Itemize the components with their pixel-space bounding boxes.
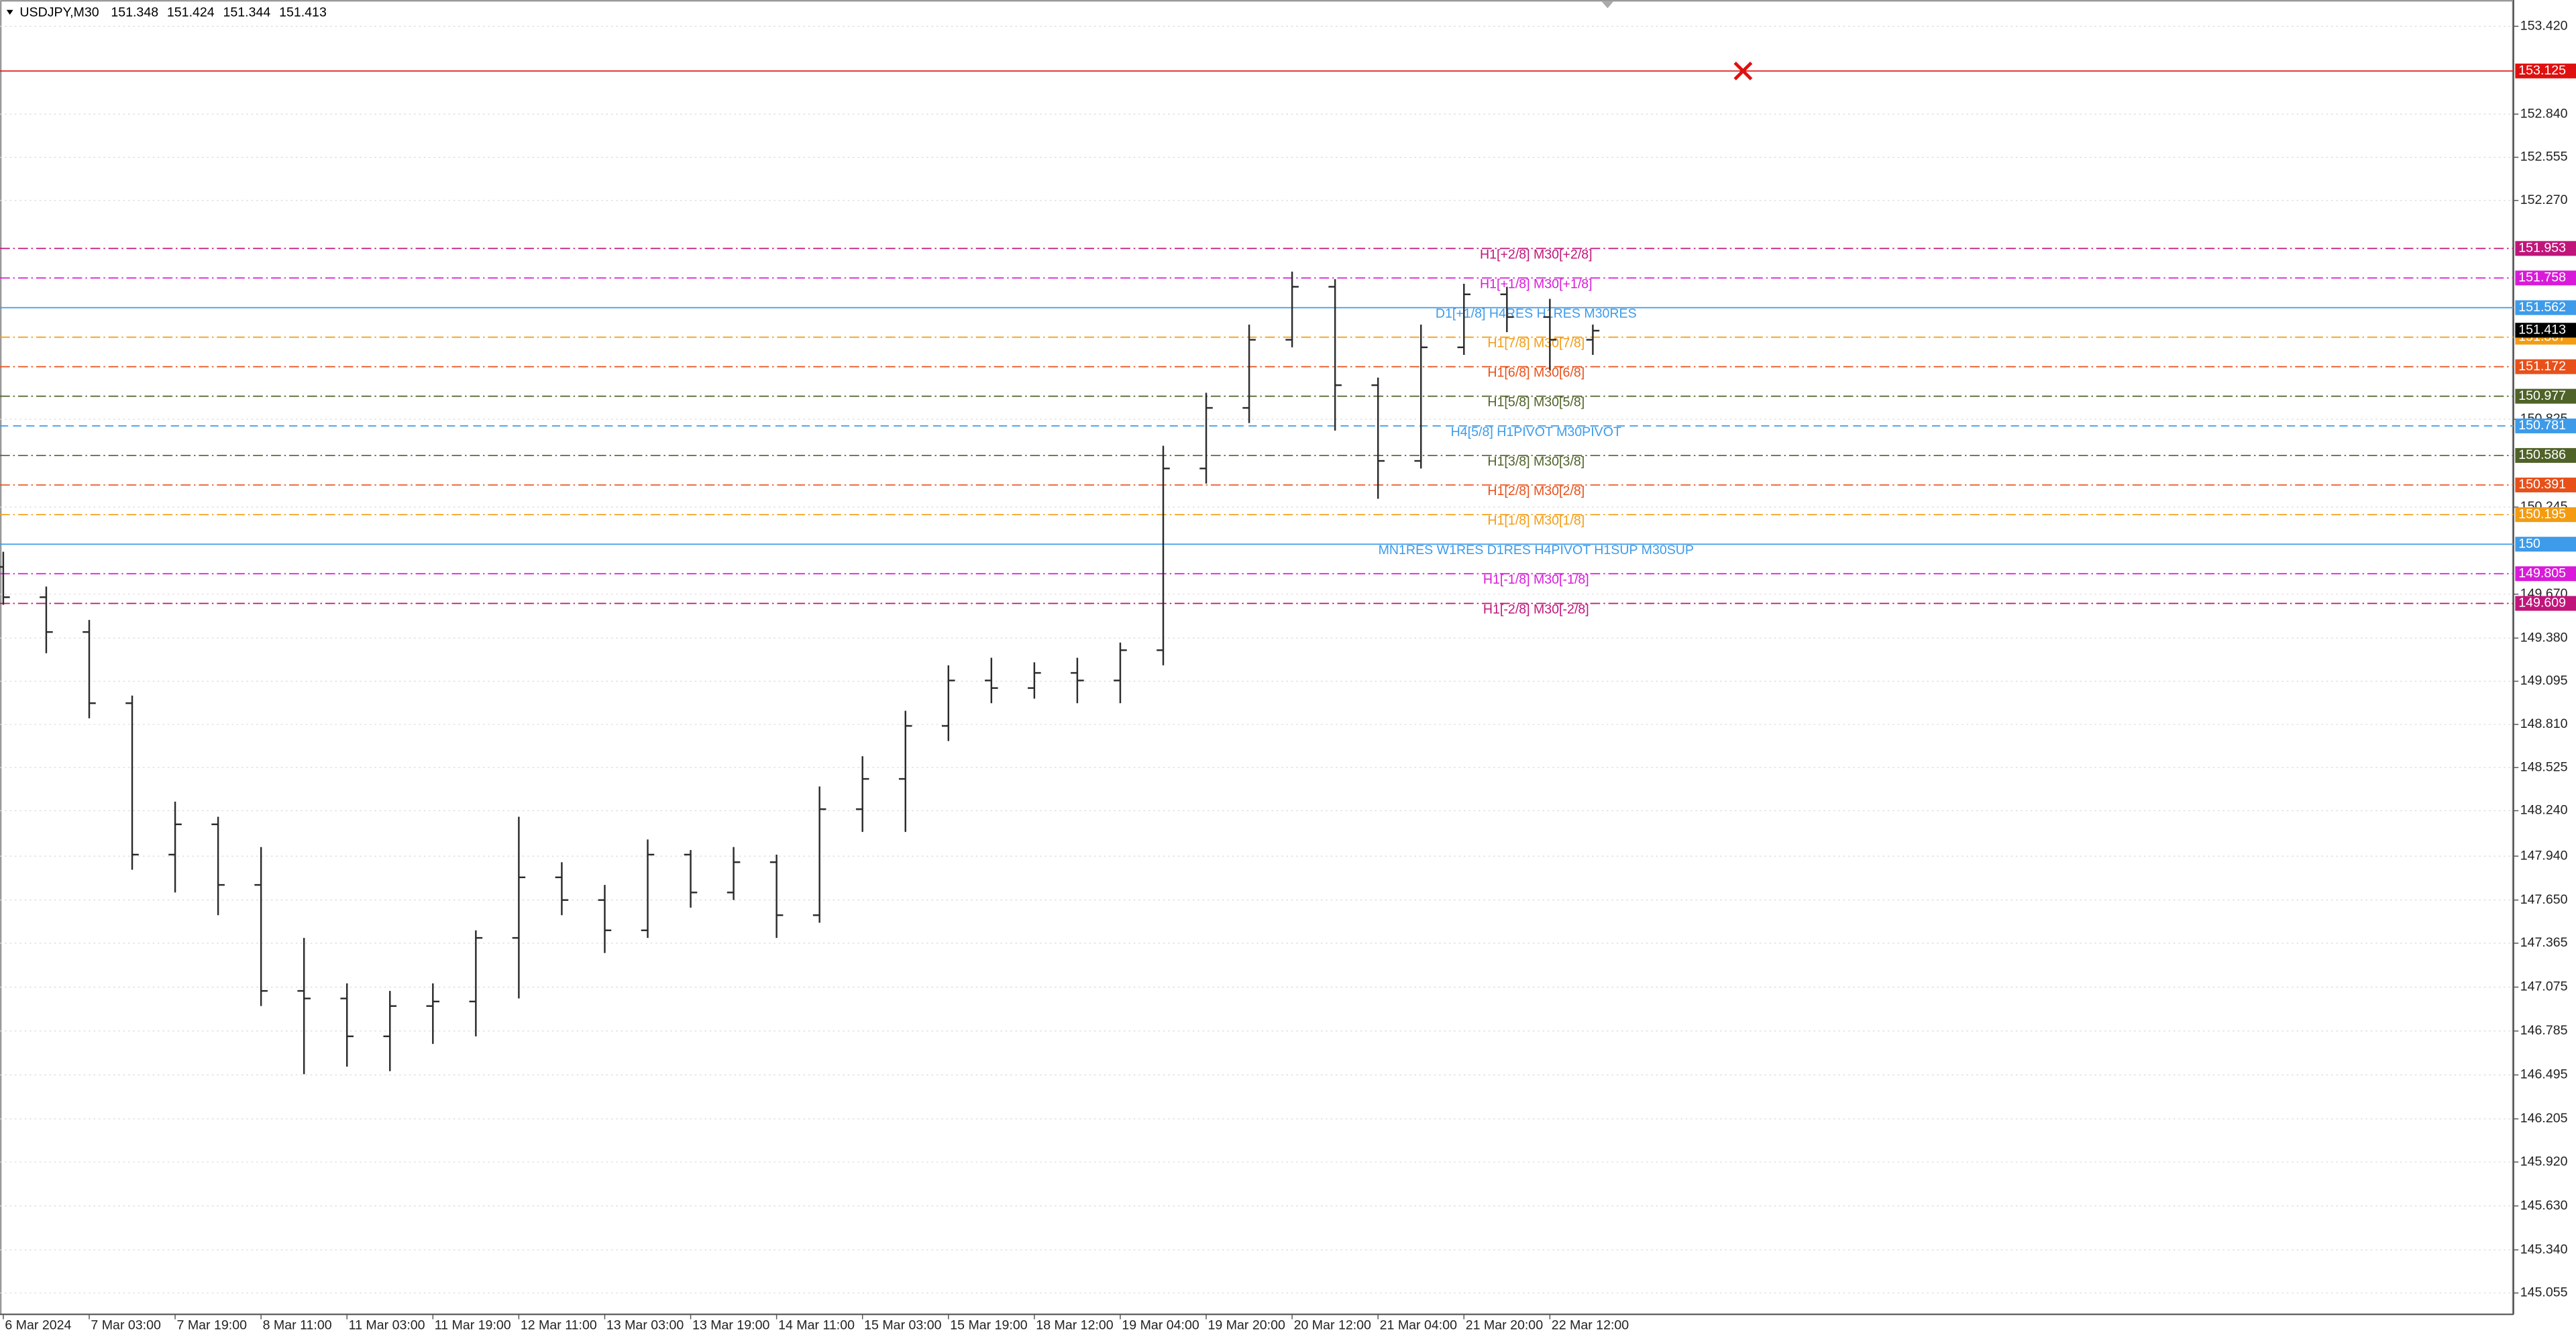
chart-header: USDJPY,M30 151.348 151.424 151.344 151.4… <box>19 5 327 20</box>
current-price-label: 151.413 <box>2518 322 2566 337</box>
y-tick-label: 149.095 <box>2520 674 2568 688</box>
menu-icon[interactable] <box>6 9 13 15</box>
header-open: 151.348 <box>111 5 158 20</box>
header-low: 151.344 <box>223 5 270 20</box>
level-badge-label: 150.195 <box>2518 506 2566 521</box>
x-tick-label: 20 Mar 12:00 <box>1294 1318 1371 1333</box>
y-tick-label: 148.525 <box>2520 759 2568 774</box>
level-badge <box>2515 596 2576 611</box>
level-badge-label: 149.609 <box>2518 596 2566 610</box>
level-label: H1[1/8] M30[1/8] <box>1487 513 1585 528</box>
x-tick-label: 7 Mar 19:00 <box>177 1318 248 1333</box>
y-tick-label: 145.630 <box>2520 1198 2568 1213</box>
level-badge-label: 151.172 <box>2518 359 2566 374</box>
level-label: H1[6/8] M30[6/8] <box>1487 366 1585 380</box>
level-badge-label: 149.805 <box>2518 566 2566 580</box>
level-label: H1[3/8] M30[3/8] <box>1487 454 1585 469</box>
level-label: H1[-1/8] M30[-1/8] <box>1483 572 1589 587</box>
level-badge-label: 151.562 <box>2518 300 2566 315</box>
level-badge <box>2515 300 2576 315</box>
level-badge-label: 151.953 <box>2518 241 2566 256</box>
level-badge <box>2515 447 2576 463</box>
y-tick-label: 146.205 <box>2520 1111 2568 1126</box>
y-tick-label: 152.555 <box>2520 150 2568 164</box>
level-badge <box>2515 566 2576 582</box>
x-tick-label: 11 Mar 19:00 <box>435 1318 511 1333</box>
y-tick-label: 148.240 <box>2520 803 2568 818</box>
symbol: USDJPY,M30 <box>19 5 99 20</box>
y-tick-label: 146.785 <box>2520 1023 2568 1038</box>
shift-marker <box>1601 1 1613 9</box>
level-badge-label: 150.977 <box>2518 388 2566 403</box>
y-tick-label: 145.055 <box>2520 1285 2568 1300</box>
header-high: 151.424 <box>167 5 215 20</box>
x-tick-label: 15 Mar 19:00 <box>950 1318 1027 1333</box>
level-label: H1[5/8] M30[5/8] <box>1487 395 1585 410</box>
level-label: H1[7/8] M30[7/8] <box>1487 336 1585 351</box>
y-tick-label: 149.380 <box>2520 630 2568 645</box>
x-tick-label: 15 Mar 03:00 <box>864 1318 941 1333</box>
header-close: 151.413 <box>279 5 327 20</box>
y-tick-label: 147.075 <box>2520 979 2568 994</box>
x-tick-label: 18 Mar 12:00 <box>1036 1318 1113 1333</box>
level-label: H1[+1/8] M30[+1/8] <box>1480 276 1593 291</box>
level-badge <box>2515 507 2576 523</box>
alert-marker <box>1733 61 1753 81</box>
level-badge-label: 151.758 <box>2518 270 2566 285</box>
y-tick-label: 153.420 <box>2520 18 2568 33</box>
y-tick-label: 147.365 <box>2520 935 2568 950</box>
x-tick-label: 12 Mar 11:00 <box>521 1318 597 1333</box>
level-badge <box>2515 241 2576 256</box>
level-badge-label: 150 <box>2518 536 2540 551</box>
level-badge <box>2515 270 2576 286</box>
level-badge <box>2515 388 2576 404</box>
x-tick-label: 8 Mar 11:00 <box>263 1318 332 1333</box>
y-tick-label: 148.810 <box>2520 716 2568 731</box>
level-badge <box>2515 537 2576 552</box>
x-tick-label: 22 Mar 12:00 <box>1552 1318 1629 1333</box>
level-badge-label: 153.125 <box>2518 63 2566 78</box>
y-tick-label: 152.270 <box>2520 193 2568 207</box>
level-label: H1[+2/8] M30[+2/8] <box>1480 247 1593 262</box>
x-tick-label: 14 Mar 11:00 <box>778 1318 855 1333</box>
y-tick-label: 147.940 <box>2520 848 2568 863</box>
x-tick-label: 19 Mar 20:00 <box>1208 1318 1285 1333</box>
level-label: MN1RES W1RES D1RES H4PIVOT H1SUP M30SUP <box>1379 543 1694 557</box>
x-tick-label: 11 Mar 03:00 <box>349 1318 425 1333</box>
x-tick-label: 6 Mar 2024 <box>5 1318 71 1333</box>
level-label: H1[2/8] M30[2/8] <box>1487 484 1585 498</box>
x-tick-label: 7 Mar 03:00 <box>91 1318 161 1333</box>
level-badge-label: 150.781 <box>2518 418 2566 433</box>
y-tick-label: 145.340 <box>2520 1242 2568 1256</box>
level-badge <box>2515 477 2576 492</box>
level-badge-label: 150.391 <box>2518 477 2566 492</box>
level-badge <box>2515 359 2576 374</box>
level-badge-label: 150.586 <box>2518 447 2566 462</box>
x-tick-label: 13 Mar 19:00 <box>692 1318 769 1333</box>
x-tick-label: 21 Mar 20:00 <box>1466 1318 1543 1333</box>
level-label: H4[5/8] H1PIVOT M30PIVOT <box>1451 425 1621 439</box>
current-price-badge <box>2515 323 2576 338</box>
level-label: H1[-2/8] M30[-2/8] <box>1483 602 1589 617</box>
x-tick-label: 21 Mar 04:00 <box>1380 1318 1457 1333</box>
level-badge <box>2515 63 2576 78</box>
x-tick-label: 19 Mar 04:00 <box>1122 1318 1199 1333</box>
x-tick-label: 13 Mar 03:00 <box>606 1318 684 1333</box>
y-tick-label: 152.840 <box>2520 106 2568 121</box>
level-label: D1[+1/8] H4RES H1RES M30RES <box>1436 307 1637 321</box>
y-tick-label: 145.920 <box>2520 1154 2568 1169</box>
y-tick-label: 146.495 <box>2520 1067 2568 1082</box>
y-tick-label: 147.650 <box>2520 892 2568 907</box>
level-badge <box>2515 418 2576 433</box>
